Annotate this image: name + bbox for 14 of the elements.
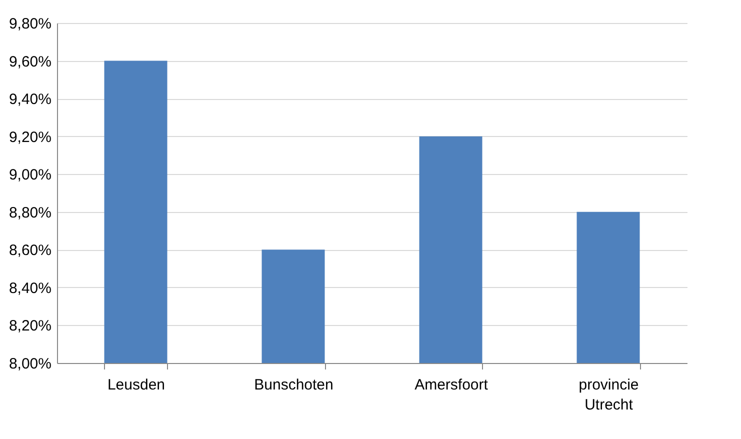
y-tick-label: 8,80% <box>8 204 52 222</box>
y-tick-label: 9,20% <box>8 128 52 146</box>
y-tick-label: 9,80% <box>8 16 52 32</box>
y-tick-label: 8,60% <box>8 242 52 260</box>
y-tick-label: 8,00% <box>8 356 52 372</box>
y-tick-label: 8,40% <box>8 280 52 297</box>
x-tick-label: provincie Utrecht <box>578 376 639 414</box>
y-tick-label: 8,20% <box>8 318 52 335</box>
y-tick-label: 9,00% <box>8 166 52 184</box>
y-tick-label: 9,40% <box>8 91 52 108</box>
x-tick-label: Amersfoort <box>414 376 489 394</box>
x-tick-label: Bunschoten <box>254 376 334 394</box>
y-tick-label: 9,60% <box>8 53 52 70</box>
x-tick-label: Leusden <box>107 376 166 394</box>
